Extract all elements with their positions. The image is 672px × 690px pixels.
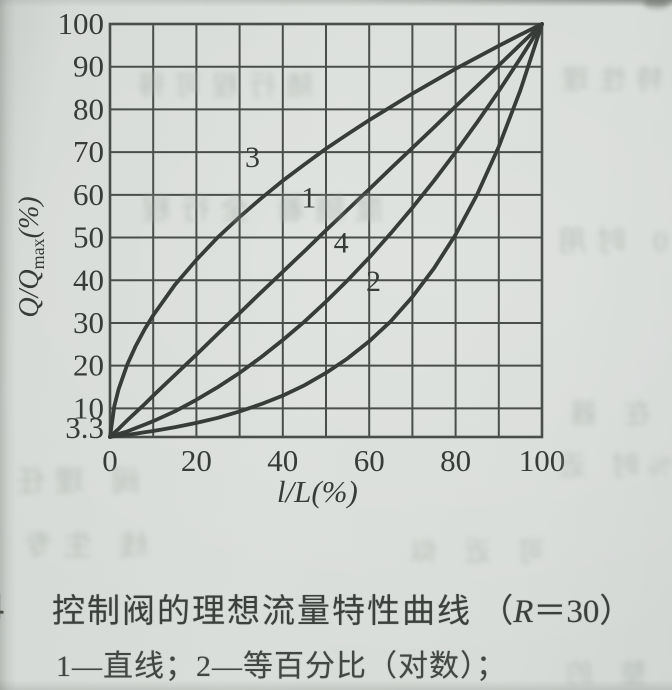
curve-label-4: 4 xyxy=(334,226,349,259)
y-tick-label: 40 xyxy=(73,262,104,297)
y-tick-label: 80 xyxy=(73,91,104,126)
x-tick-label: 0 xyxy=(102,443,118,478)
curve-2 xyxy=(108,22,544,439)
y-tick-label: 3.3 xyxy=(65,410,104,445)
y-tick-label: 100 xyxy=(58,6,105,41)
caption-r-value: ＝30 xyxy=(533,594,600,630)
y-tick-label: 90 xyxy=(73,49,104,84)
y-tick-label: 60 xyxy=(73,177,104,212)
figure-legend-line: 1—直线；2—等百分比（对数）； xyxy=(56,650,507,683)
figure-number-fragment: 4 xyxy=(0,585,4,629)
y-tick-label: 30 xyxy=(73,305,104,340)
caption-text: 控制阀的理想流量特性曲线 xyxy=(52,594,472,630)
x-tick-label: 60 xyxy=(354,443,385,478)
x-tick-label: 80 xyxy=(440,443,471,478)
page-corner-smudge xyxy=(644,0,670,8)
x-axis-title: l/L(%) xyxy=(277,474,358,509)
plot-border xyxy=(108,22,544,439)
y-tick-label: 20 xyxy=(73,348,104,383)
curve-4 xyxy=(108,22,544,439)
x-tick-label: 100 xyxy=(519,443,566,478)
y-axis-title: Q/Qmax(%) xyxy=(14,196,48,317)
curve-1 xyxy=(108,22,544,439)
caption-paren-close: ） xyxy=(599,594,633,630)
curve-label-3: 3 xyxy=(245,141,260,174)
curve-label-2: 2 xyxy=(366,265,381,298)
caption-r-symbol: R xyxy=(513,594,534,630)
y-tick-label: 50 xyxy=(73,220,104,255)
caption-space xyxy=(472,594,480,630)
y-tick-label: 70 xyxy=(73,134,104,169)
x-tick-label: 40 xyxy=(267,443,298,478)
y-tick-label: 10 xyxy=(73,390,104,425)
figure-caption: 控制阀的理想流量特性曲线 （R＝30） xyxy=(52,584,672,632)
curve-label-1: 1 xyxy=(301,182,316,215)
caption-paren-open: （ xyxy=(480,594,514,630)
x-tick-label: 20 xyxy=(181,443,212,478)
curve-3 xyxy=(108,22,544,439)
